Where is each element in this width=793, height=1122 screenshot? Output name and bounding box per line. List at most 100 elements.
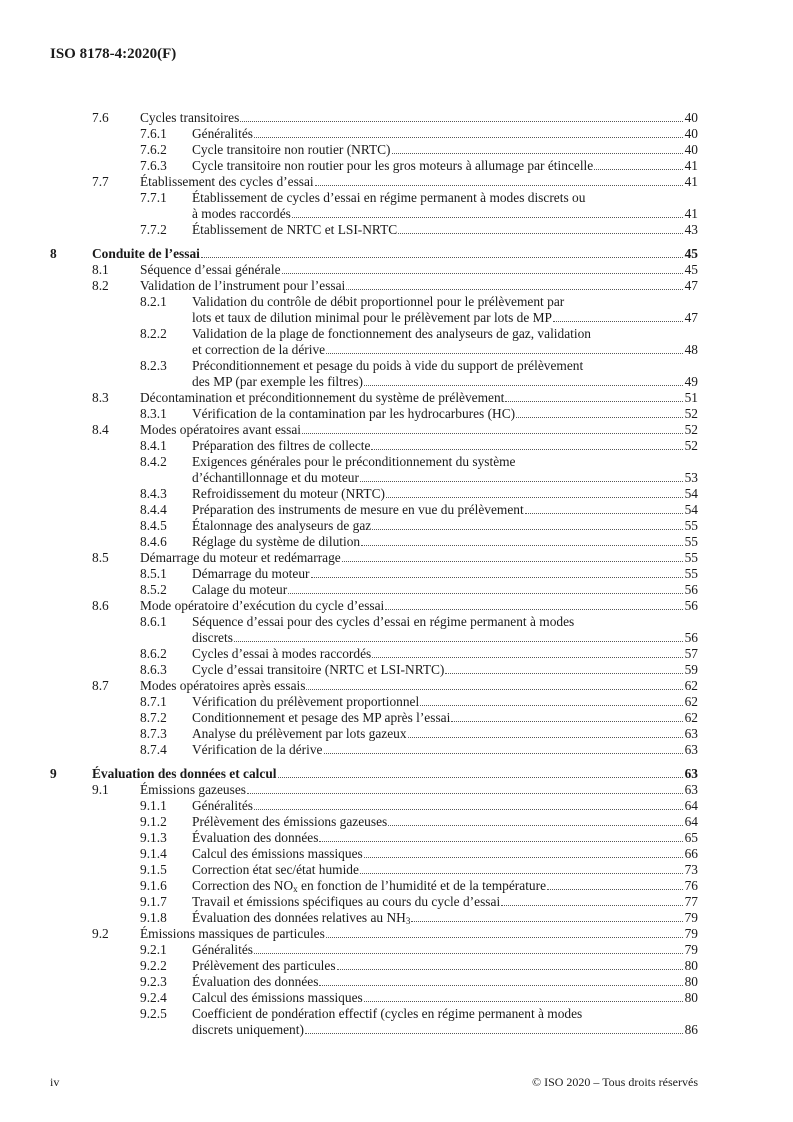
toc-entry[interactable]: 8.4.6 Réglage du système de dilution 55 — [50, 534, 698, 550]
toc-entry[interactable]: 7.7.1 Établissement de cycles d’essai en … — [50, 190, 698, 222]
toc-entry-page: 77 — [684, 894, 698, 909]
toc-entry[interactable]: 8.6 Mode opératoire d’exécution du cycle … — [50, 598, 698, 614]
page-number: iv — [50, 1075, 60, 1089]
toc-entry-page: 45 — [684, 262, 698, 277]
toc-entry-title: Émissions gazeuses — [140, 782, 246, 797]
toc-entry-number: 8.2.2 — [140, 326, 167, 341]
toc-entry-title: Cycles transitoires — [140, 110, 240, 125]
toc-entry-title: Conditionnement et pesage des MP après l… — [192, 710, 451, 725]
toc-entry[interactable]: 8.4.3 Refroidissement du moteur (NRTC) 54 — [50, 486, 698, 502]
dot-leader — [200, 257, 683, 258]
toc-entry[interactable]: 8.5.1 Démarrage du moteur 55 — [50, 566, 698, 582]
toc-entry[interactable]: 9.1.3 Évaluation des données 65 — [50, 830, 698, 846]
toc-entry-number: 9.1.6 — [140, 878, 167, 893]
toc-entry[interactable]: 8.4.4 Préparation des instruments de mesu… — [50, 502, 698, 518]
toc-entry-number: 9.1.8 — [140, 910, 167, 925]
toc-entry[interactable]: 8.2.2 Validation de la plage de fonctionn… — [50, 326, 698, 358]
toc-entry-page: 80 — [684, 974, 698, 989]
dot-leader — [253, 137, 683, 138]
toc-entry[interactable]: 9.2 Émissions massiques de particules 79 — [50, 926, 698, 942]
toc-entry[interactable]: 8.2.1 Validation du contrôle de débit pro… — [50, 294, 698, 326]
toc-entry[interactable]: 8.1 Séquence d’essai générale 45 — [50, 262, 698, 278]
dot-leader — [306, 689, 683, 690]
toc-entry-number: 8 — [50, 246, 57, 261]
toc-entry-title: et correction de la dérive — [192, 342, 326, 357]
toc-entry-number: 9.1.1 — [140, 798, 167, 813]
toc-entry[interactable]: 8.7.1 Vérification du prélèvement proport… — [50, 694, 698, 710]
toc-entry-number: 8.7 — [92, 678, 109, 693]
toc-entry[interactable]: 9 Évaluation des données et calcul 63 — [50, 766, 698, 782]
toc-entry[interactable]: 9.2.5 Coefficient de pondération effectif… — [50, 1006, 698, 1038]
dot-leader — [291, 217, 683, 218]
toc-entry-title: Coefficient de pondération effectif (cyc… — [192, 1006, 583, 1021]
toc-entry[interactable]: 9.1.1 Généralités 64 — [50, 798, 698, 814]
toc-entry-title: Séquence d’essai pour des cycles d’essai… — [192, 614, 575, 629]
toc-entry-title: Démarrage du moteur — [192, 566, 310, 581]
dot-leader — [594, 169, 683, 170]
toc-entry-number: 8.5 — [92, 550, 109, 565]
toc-entry[interactable]: 8.3 Décontamination et préconditionnement… — [50, 390, 698, 406]
dot-leader — [505, 401, 683, 402]
toc-entry[interactable]: 7.6.2 Cycle transitoire non routier (NRTC… — [50, 142, 698, 158]
toc-entry-number: 9.2 — [92, 926, 109, 941]
toc-entry[interactable]: 8.6.1 Séquence d’essai pour des cycles d’… — [50, 614, 698, 646]
toc-entry[interactable]: 8.5 Démarrage du moteur et redémarrage 55 — [50, 550, 698, 566]
toc-entry-number: 9.1.4 — [140, 846, 167, 861]
dot-leader — [359, 873, 683, 874]
toc-entry-title: Généralités — [192, 798, 253, 813]
toc-entry[interactable]: 9.1.6 Correction des NOx en fonction de l… — [50, 878, 698, 894]
toc-entry-page: 80 — [684, 990, 698, 1005]
toc-entry[interactable]: 8.2 Validation de l’instrument pour l’ess… — [50, 278, 698, 294]
toc-entry[interactable]: 8.2.3 Préconditionnement et pesage du poi… — [50, 358, 698, 390]
dot-leader — [253, 809, 683, 810]
toc-entry[interactable]: 8.3.1 Vérification de la contamination pa… — [50, 406, 698, 422]
toc-entry[interactable]: 8.7.2 Conditionnement et pesage des MP ap… — [50, 710, 698, 726]
toc-entry-title: Validation de la plage de fonctionnement… — [192, 326, 591, 341]
toc-entry[interactable]: 9.2.2 Prélèvement des particules 80 — [50, 958, 698, 974]
toc-entry[interactable]: 8.4.1 Préparation des filtres de collecte… — [50, 438, 698, 454]
toc-entry[interactable]: 7.7.2 Établissement de NRTC et LSI-NRTC 43 — [50, 222, 698, 238]
toc-entry[interactable]: 9.2.3 Évaluation des données 80 — [50, 974, 698, 990]
toc-entry-title: Établissement de cycles d’essai en régim… — [192, 190, 586, 205]
toc-entry[interactable]: 8.4 Modes opératoires avant essai 52 — [50, 422, 698, 438]
toc-entry[interactable]: 9.1.8 Évaluation des données relatives au… — [50, 910, 698, 926]
toc-entry-number: 8.2.1 — [140, 294, 167, 309]
toc-entry-page: 79 — [684, 942, 698, 957]
toc-entry-number: 7.6.2 — [140, 142, 167, 157]
toc-entry-number: 8.3 — [92, 390, 109, 405]
toc-entry-number: 8.1 — [92, 262, 109, 277]
toc-entry-page: 54 — [684, 502, 698, 517]
toc-entry[interactable]: 9.1.5 Correction état sec/état humide 73 — [50, 862, 698, 878]
toc-entry[interactable]: 7.7 Établissement des cycles d’essai 41 — [50, 174, 698, 190]
toc-entry-title: Prélèvement des émissions gazeuses — [192, 814, 388, 829]
toc-entry[interactable]: 8.7.3 Analyse du prélèvement par lots gaz… — [50, 726, 698, 742]
toc-entry[interactable]: 8.5.2 Calage du moteur 56 — [50, 582, 698, 598]
dot-leader — [385, 497, 683, 498]
toc-entry-number: 8.7.1 — [140, 694, 167, 709]
toc-entry-number: 7.7 — [92, 174, 109, 189]
toc-entry[interactable]: 8.6.2 Cycles d’essai à modes raccordés 57 — [50, 646, 698, 662]
toc-entry[interactable]: 8.6.3 Cycle d’essai transitoire (NRTC et … — [50, 662, 698, 678]
toc-entry[interactable]: 8.4.5 Étalonnage des analyseurs de gaz 55 — [50, 518, 698, 534]
toc-entry-title: Préparation des filtres de collecte — [192, 438, 371, 453]
toc-entry[interactable]: 7.6.1 Généralités 40 — [50, 126, 698, 142]
toc-entry-page: 57 — [684, 646, 698, 661]
toc-entry[interactable]: 9.1 Émissions gazeuses 63 — [50, 782, 698, 798]
toc-entry[interactable]: 9.1.7 Travail et émissions spécifiques au… — [50, 894, 698, 910]
toc-entry[interactable]: 7.6 Cycles transitoires 40 — [50, 110, 698, 126]
toc-entry-number: 8.6.3 — [140, 662, 167, 677]
toc-entry-number: 7.6.3 — [140, 158, 167, 173]
toc-entry[interactable]: 8.7 Modes opératoires après essais 62 — [50, 678, 698, 694]
toc-entry[interactable]: 9.2.4 Calcul des émissions massiques 80 — [50, 990, 698, 1006]
toc-entry[interactable]: 7.6.3 Cycle transitoire non routier pour … — [50, 158, 698, 174]
toc-entry[interactable]: 8.4.2 Exigences générales pour le précond… — [50, 454, 698, 486]
toc-entry[interactable]: 9.1.2 Prélèvement des émissions gazeuses 6… — [50, 814, 698, 830]
toc-entry-page: 80 — [684, 958, 698, 973]
toc-entry-number: 8.7.3 — [140, 726, 167, 741]
toc-entry[interactable]: 9.1.4 Calcul des émissions massiques 66 — [50, 846, 698, 862]
toc-entry[interactable]: 8 Conduite de l’essai 45 — [50, 246, 698, 262]
toc-entry[interactable]: 8.7.4 Vérification de la dérive 63 — [50, 742, 698, 758]
toc-entry[interactable]: 9.2.1 Généralités 79 — [50, 942, 698, 958]
toc-entry-number: 8.7.2 — [140, 710, 167, 725]
toc-entry-page: 86 — [684, 1022, 698, 1037]
